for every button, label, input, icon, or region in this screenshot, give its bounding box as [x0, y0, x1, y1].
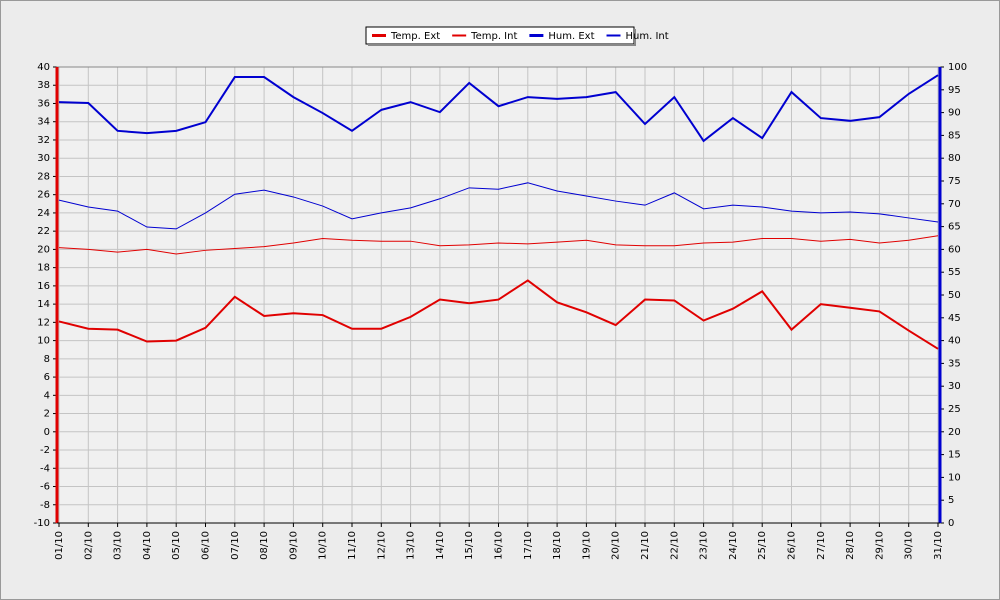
legend-shadow — [368, 44, 636, 46]
x-tick-label: 19/10 — [581, 531, 592, 560]
y-tick-label: 14 — [37, 299, 50, 310]
y-tick-label: 0 — [44, 427, 50, 438]
x-tick-label: 29/10 — [874, 531, 885, 560]
y2-tick-label: 30 — [948, 381, 961, 392]
x-tick-label: 12/10 — [376, 531, 387, 560]
y2-tick-label: 85 — [948, 130, 961, 141]
x-tick-label: 03/10 — [113, 531, 124, 560]
x-tick-label: 08/10 — [259, 531, 270, 560]
y-tick-label: 32 — [37, 135, 50, 146]
y-tick-label: -8 — [40, 500, 50, 511]
series-line — [58, 74, 939, 143]
legend-label: Temp. Ext — [390, 31, 440, 42]
y-tick-label: -4 — [40, 463, 50, 474]
y-tick-label: 18 — [37, 263, 50, 274]
y2-tick-label: 100 — [948, 62, 967, 73]
y-tick-label: -10 — [34, 518, 50, 529]
y2-tick-label: 25 — [948, 404, 961, 415]
y-tick-label: 4 — [44, 390, 50, 401]
y2-tick-label: 80 — [948, 153, 961, 164]
y2-tick-label: 50 — [948, 290, 961, 301]
x-tick-label: 30/10 — [904, 531, 915, 560]
y-tick-label: 34 — [37, 117, 50, 128]
y-tick-label: 24 — [37, 208, 50, 219]
y-tick-label: 2 — [44, 409, 50, 420]
y2-tick-label: 70 — [948, 199, 961, 210]
y-tick-label: 22 — [37, 226, 50, 237]
y2-tick-label: 40 — [948, 336, 961, 347]
y2-tick-label: 45 — [948, 313, 961, 324]
y2-tick-label: 75 — [948, 176, 961, 187]
x-tick-label: 07/10 — [230, 531, 241, 560]
x-tick-label: 05/10 — [171, 531, 182, 560]
x-tick-label: 23/10 — [699, 531, 710, 560]
x-tick-label: 27/10 — [816, 531, 827, 560]
legend-shadow — [634, 29, 636, 46]
y-tick-label: 36 — [37, 98, 50, 109]
y2-tick-label: 90 — [948, 108, 961, 119]
legend-label: Hum. Ext — [548, 31, 594, 42]
y2-tick-label: 10 — [948, 472, 961, 483]
x-tick-label: 10/10 — [318, 531, 329, 560]
x-tick-label: 04/10 — [142, 531, 153, 560]
legend-label: Hum. Int — [626, 31, 669, 42]
y2-tick-label: 55 — [948, 267, 961, 278]
y2-tick-label: 65 — [948, 222, 961, 233]
y-tick-label: 38 — [37, 80, 50, 91]
x-tick-label: 15/10 — [464, 531, 475, 560]
x-tick-label: 09/10 — [288, 531, 299, 560]
y-tick-label: 40 — [37, 62, 50, 73]
y-tick-label: 16 — [37, 281, 50, 292]
x-tick-label: 22/10 — [669, 531, 680, 560]
y-tick-label: 20 — [37, 244, 50, 255]
y2-tick-label: 20 — [948, 427, 961, 438]
y-tick-label: 26 — [37, 190, 50, 201]
x-tick-label: 20/10 — [611, 531, 622, 560]
legend-label: Temp. Int — [470, 31, 517, 42]
y-tick-label: 10 — [37, 336, 50, 347]
x-tick-label: 16/10 — [494, 531, 505, 560]
x-tick-label: 31/10 — [933, 531, 944, 560]
y2-tick-label: 15 — [948, 450, 961, 461]
y-tick-label: 12 — [37, 317, 50, 328]
series-line — [58, 279, 939, 350]
x-tick-label: 01/10 — [54, 531, 65, 560]
x-tick-label: 14/10 — [435, 531, 446, 560]
series-line — [58, 235, 939, 255]
x-tick-label: 02/10 — [83, 531, 94, 560]
y2-tick-label: 95 — [948, 85, 961, 96]
y2-tick-label: 0 — [948, 518, 954, 529]
x-tick-label: 24/10 — [728, 531, 739, 560]
x-tick-label: 13/10 — [406, 531, 417, 560]
y-tick-label: 6 — [44, 372, 50, 383]
y-tick-label: 28 — [37, 171, 50, 182]
y-tick-label: 30 — [37, 153, 50, 164]
x-tick-label: 21/10 — [640, 531, 651, 560]
y-tick-label: 8 — [44, 354, 50, 365]
x-tick-label: 25/10 — [757, 531, 768, 560]
x-tick-label: 06/10 — [201, 531, 212, 560]
series-line — [58, 182, 939, 230]
y2-tick-label: 35 — [948, 358, 961, 369]
y2-tick-label: 60 — [948, 244, 961, 255]
y-tick-label: -2 — [40, 445, 50, 456]
x-tick-label: 18/10 — [552, 531, 563, 560]
x-tick-label: 11/10 — [347, 531, 358, 560]
x-tick-label: 28/10 — [845, 531, 856, 560]
y2-tick-label: 5 — [948, 495, 954, 506]
legend: Temp. Ext Temp. Int Hum. Ext Hum. Int — [365, 26, 669, 46]
x-tick-label: 17/10 — [523, 531, 534, 560]
y-tick-label: -6 — [40, 482, 50, 493]
x-tick-label: 26/10 — [787, 531, 798, 560]
